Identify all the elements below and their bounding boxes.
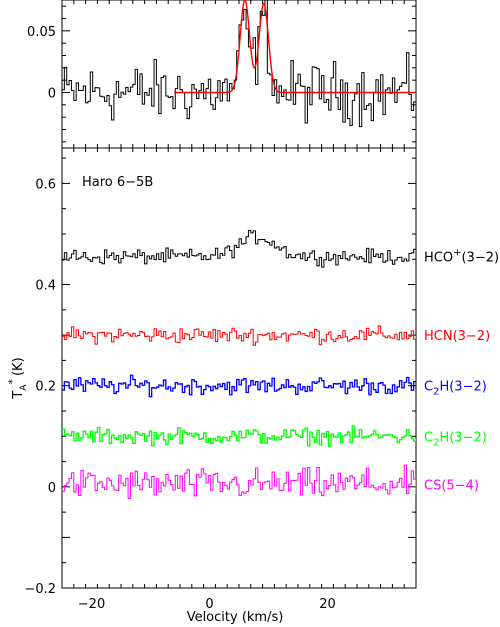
svg-text:TA*(K): TA* (K) <box>6 357 29 399</box>
spectrum-line-2 <box>62 374 416 398</box>
series-label-0: HCO+(3−2) <box>424 248 499 266</box>
y-tick-label: 0.4 <box>35 279 56 294</box>
spectrum-line-3 <box>62 425 416 447</box>
y-tick-label: 0 <box>48 481 56 496</box>
spectrum-line-4 <box>62 464 416 499</box>
y-tick-label: 0.2 <box>35 380 56 395</box>
y-axis-label: TA* (K) <box>6 357 29 399</box>
y-axis-label-sub: A <box>19 384 29 391</box>
y-tick-label: 0 <box>48 87 56 102</box>
series-label-2: C2H(3−2) <box>424 380 487 398</box>
spectrum-line-0 <box>62 229 416 268</box>
series-line-1 <box>174 0 416 94</box>
series-labels: HCO+(3−2) HCN(3−2) C2H(3−2) C2H(3−2) CS(5−4) <box>424 248 499 494</box>
series-label-3: C2H(3−2) <box>424 430 487 448</box>
x-tick-label: 0 <box>205 597 213 612</box>
y-tick-label: 0.6 <box>35 177 56 192</box>
x-tick-label: −20 <box>78 597 105 612</box>
spectrum-line-1 <box>62 325 416 346</box>
haro-annotation: Haro 6−5B <box>82 175 153 190</box>
series-line-0 <box>62 0 416 128</box>
x-axis-label: Velocity (km/s) <box>187 610 284 625</box>
y-axis-label-sup: * <box>6 379 19 385</box>
series-label-1: HCN(3−2) <box>424 329 490 344</box>
x-tick-label: 20 <box>319 597 336 612</box>
y-axis-label-main: T <box>11 391 26 400</box>
y-tick-label: 0.05 <box>27 25 56 40</box>
y-axis-label-unit: (K) <box>11 357 26 376</box>
plot-frame <box>61 0 417 149</box>
plot-frame <box>61 147 417 589</box>
series-label-4: CS(5−4) <box>424 478 479 493</box>
top-panel: 00.05 <box>27 0 417 149</box>
y-tick-label: −0.2 <box>24 582 56 597</box>
bottom-panel: −20 0 20 −0.2 0 0.2 0.4 0.6 <box>24 147 417 612</box>
